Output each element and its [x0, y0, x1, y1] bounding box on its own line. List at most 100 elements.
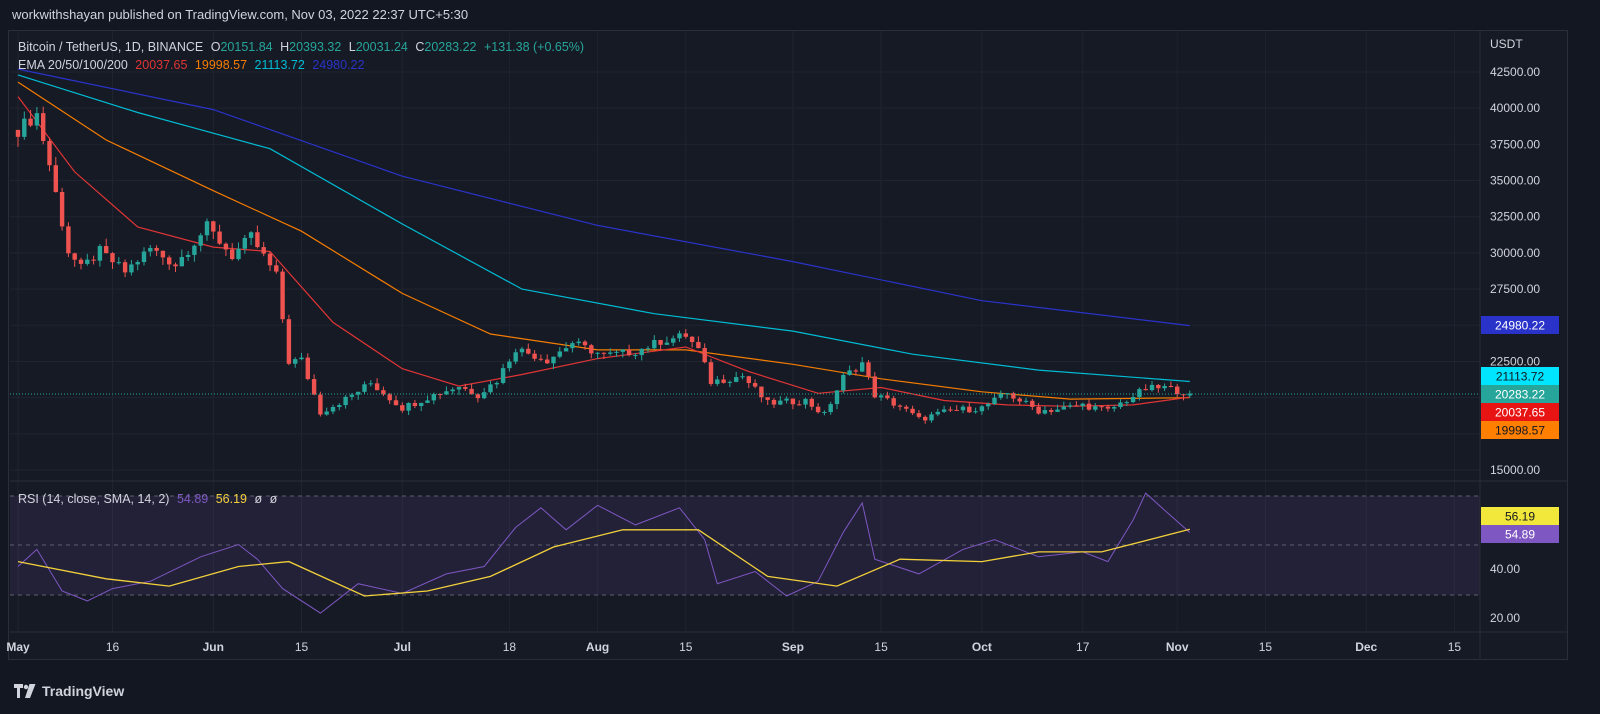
candle-body: [1137, 389, 1142, 397]
candle-body: [22, 118, 27, 137]
candle-body: [1124, 402, 1129, 404]
candle-body: [677, 333, 682, 339]
candle-body: [941, 409, 947, 412]
price-tag-ema200: 24980.22: [1495, 319, 1545, 333]
candle-body: [633, 355, 638, 357]
price-tag-ema100: 21113.72: [1496, 370, 1545, 384]
x-tick-label: Nov: [1166, 640, 1189, 654]
candle-body: [847, 370, 852, 375]
y-tick-label: 37500.00: [1490, 137, 1540, 151]
candle-body: [910, 408, 915, 414]
candle-body: [803, 398, 808, 405]
candle-body: [689, 336, 695, 343]
y-tick-label: 27500.00: [1490, 282, 1540, 296]
rsi-tag-rsi-bg: [1481, 525, 1559, 543]
candle-body: [576, 341, 581, 344]
tradingview-brand[interactable]: TradingView: [14, 683, 124, 699]
candle-body: [513, 352, 518, 362]
candle-body: [866, 362, 871, 377]
chart-frame: [8, 30, 1568, 660]
x-tick-label: Dec: [1355, 640, 1377, 654]
candle-body: [948, 409, 953, 411]
candle-body: [412, 402, 418, 406]
candle-body: [828, 404, 833, 413]
candle-body: [425, 400, 430, 403]
candle-body: [299, 357, 304, 360]
candles-layer: [15, 106, 1192, 424]
candle-body: [311, 379, 317, 395]
candle-body: [72, 253, 77, 260]
price-tag-ema200-bg: [1481, 316, 1559, 334]
ema-label: EMA 20/50/100/200: [18, 58, 128, 72]
tradingview-logo-icon: [14, 684, 36, 698]
x-tick-label: 15: [874, 640, 888, 654]
candle-body: [967, 406, 972, 413]
rsi-extra1: ø: [254, 492, 263, 506]
candle-body: [1067, 405, 1073, 407]
candle-body: [614, 351, 619, 353]
candle-body: [1093, 406, 1098, 410]
candle-body: [230, 249, 235, 260]
candle-body: [192, 245, 197, 255]
rsi-y-tick-label: 40.00: [1490, 562, 1520, 576]
candle-body: [1156, 384, 1161, 389]
candle-body: [185, 254, 191, 258]
candle-body: [658, 340, 663, 345]
rsi-tag-rsi: 54.89: [1505, 528, 1535, 542]
price-tags: 24980.22 21113.72 20283.22 20037.65 19998.57…: [1481, 316, 1559, 543]
ema-legend: EMA 20/50/100/200 20037.65 19998.57 2111…: [18, 58, 368, 72]
candle-body: [702, 348, 707, 363]
candle-body: [551, 356, 556, 364]
candle-body: [494, 382, 499, 385]
candle-body: [790, 398, 796, 405]
candle-body: [431, 394, 436, 401]
price-tag-ema50-bg: [1481, 421, 1559, 439]
candle-body: [589, 345, 594, 354]
x-tick-label: 15: [1259, 640, 1273, 654]
ema50-line: [17, 81, 1190, 400]
candle-body: [671, 338, 676, 343]
candle-body: [66, 226, 71, 254]
candle-body: [1130, 396, 1136, 403]
candle-body: [1162, 386, 1167, 389]
candle-body: [998, 393, 1003, 398]
candle-body: [261, 247, 266, 254]
x-tick-label: Sep: [782, 640, 804, 654]
candle-body: [293, 359, 298, 364]
change-value: +131.38 (+0.65%): [484, 40, 585, 54]
high-label: H: [280, 40, 290, 54]
candle-body: [217, 231, 222, 244]
low-label: L: [348, 40, 356, 54]
ema100-line: [17, 74, 1190, 383]
candle-body: [935, 411, 940, 415]
x-tick-label: Jul: [394, 640, 411, 654]
candle-body: [267, 253, 273, 266]
candle-body: [1011, 393, 1016, 399]
candle-body: [563, 348, 569, 352]
candle-body: [450, 389, 455, 392]
candle-body: [715, 379, 720, 384]
candle-body: [488, 384, 493, 393]
candle-body: [463, 387, 468, 389]
symbol-label: Bitcoin / TetherUS, 1D, BINANCE: [18, 40, 204, 54]
candle-body: [797, 404, 802, 406]
candle-body: [570, 343, 575, 349]
x-tick-label: May: [6, 640, 30, 654]
rsi-tag-sma: 56.19: [1505, 510, 1535, 524]
rsi-line: [17, 492, 1191, 614]
candle-body: [734, 377, 739, 382]
publisher-line: workwithshayan published on TradingView.…: [0, 0, 1600, 30]
candle-body: [519, 348, 525, 353]
price-tag-close-bg: [1481, 385, 1559, 403]
candle-body: [620, 349, 625, 352]
candle-body: [954, 409, 959, 411]
candle-body: [582, 341, 588, 346]
rsi-legend: RSI (14, close, SMA, 14, 2) 54.89 56.19 …: [18, 492, 281, 506]
rsi-extra2: ø: [269, 492, 278, 506]
candle-body: [532, 353, 537, 359]
candle-body: [979, 406, 985, 412]
candle-body: [204, 221, 210, 236]
candle-body: [986, 403, 991, 407]
candle-body: [482, 392, 487, 399]
